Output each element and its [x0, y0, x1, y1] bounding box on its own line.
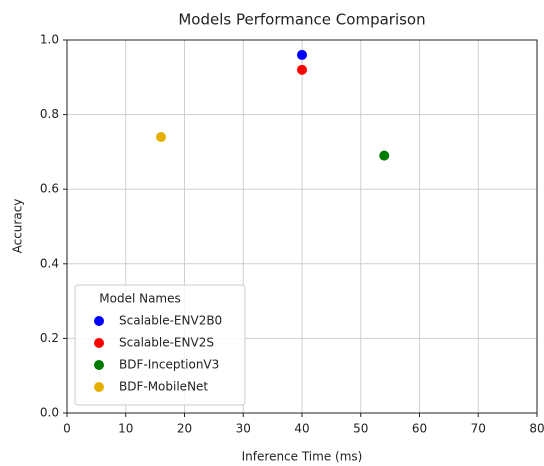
legend-label: Scalable-ENV2S: [119, 336, 214, 350]
plot-frame: [66, 39, 538, 414]
x-tick-label: 60: [412, 422, 427, 436]
y-tick-label: 0.6: [40, 182, 59, 196]
x-tick-label: 10: [118, 422, 133, 436]
legend-marker: [94, 338, 104, 348]
legend-marker: [94, 360, 104, 370]
legend-marker: [94, 382, 104, 392]
y-tick-label: 0.8: [40, 107, 59, 121]
x-axis-label: Inference Time (ms): [242, 450, 363, 464]
y-axis-label: Accuracy: [11, 199, 25, 254]
x-tick-label: 40: [294, 422, 309, 436]
legend-label: BDF-MobileNet: [119, 380, 208, 394]
y-tick-label: 0.2: [40, 331, 59, 345]
legend-title: Model Names: [99, 292, 181, 306]
point: [379, 150, 390, 161]
x-tick-label: 70: [471, 422, 486, 436]
legend-label: BDF-InceptionV3: [119, 358, 219, 372]
legend: Model Names Scalable-ENV2B0 Scalable-ENV2S…: [74, 284, 246, 406]
y-tick-label: 1.0: [40, 33, 59, 47]
y-tick-label: 0.4: [40, 256, 59, 270]
legend-box: [74, 284, 246, 406]
x-tick-label: 80: [529, 422, 544, 436]
chart-title: Models Performance Comparison: [178, 11, 425, 29]
legend-label: Scalable-ENV2B0: [119, 314, 222, 328]
point: [297, 64, 307, 75]
x-tick-label: 0: [63, 422, 71, 436]
x-tick-label: 50: [353, 422, 368, 436]
point: [156, 131, 166, 142]
point: [297, 49, 307, 60]
legend-marker: [94, 316, 104, 326]
x-tick-label: 20: [177, 422, 192, 436]
y-tick-label: 0.0: [40, 406, 59, 420]
x-tick-label: 30: [236, 422, 251, 436]
